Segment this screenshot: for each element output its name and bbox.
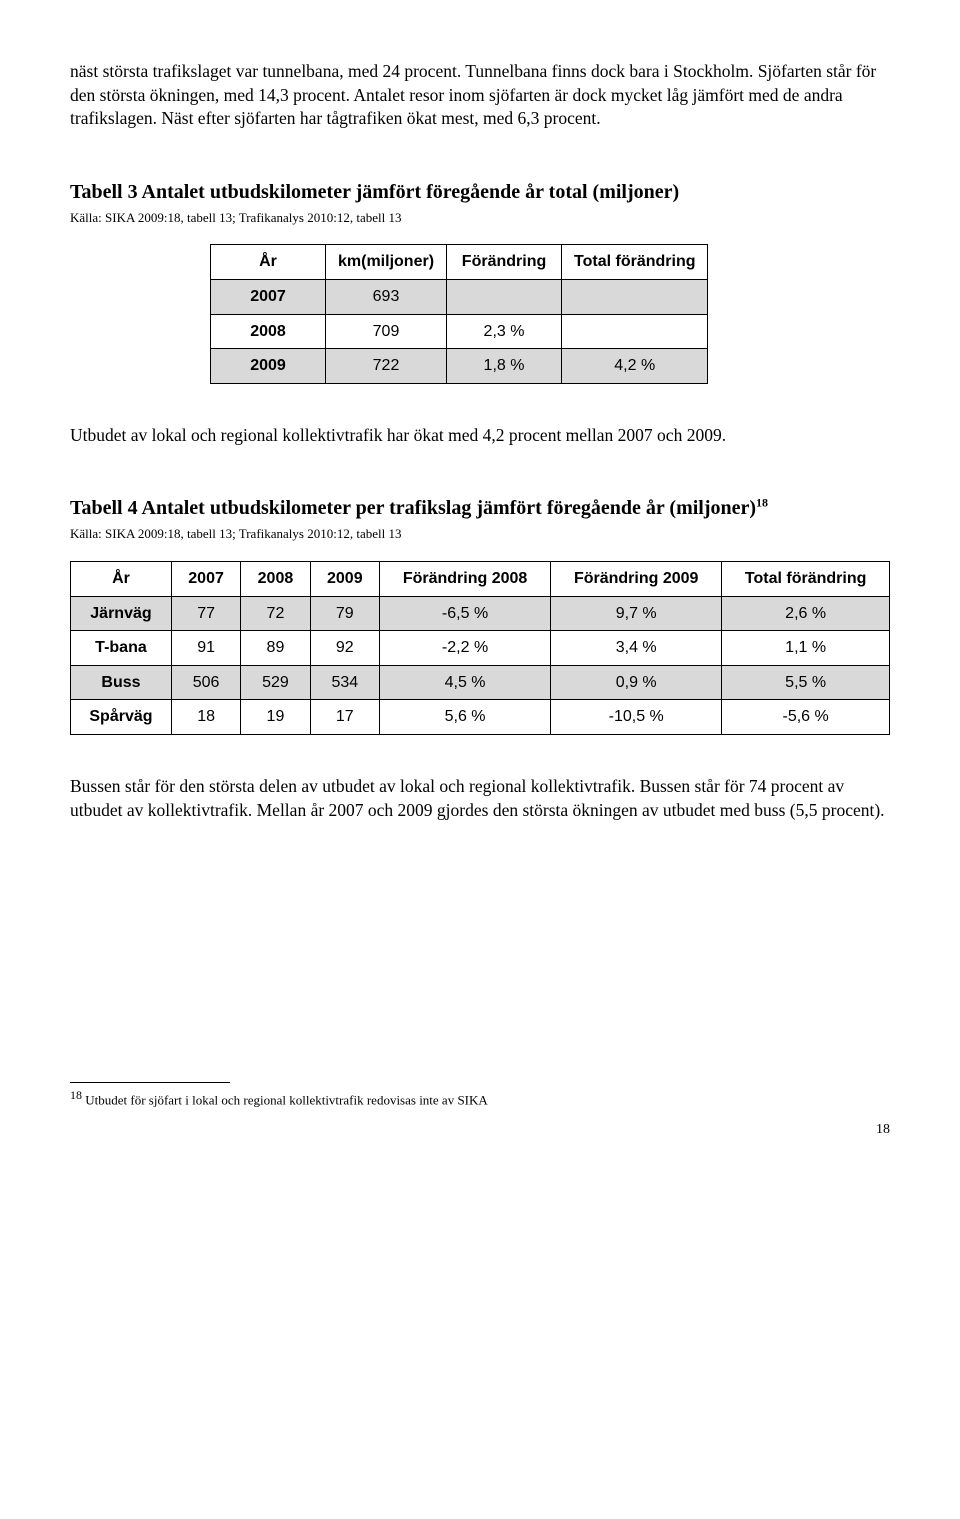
table-cell: 709 xyxy=(326,314,447,349)
table-row: T-bana918992-2,2 %3,4 %1,1 % xyxy=(71,631,890,666)
footnote-number: 18 xyxy=(70,1088,82,1102)
table-cell: 77 xyxy=(171,596,240,631)
table-cell xyxy=(562,314,708,349)
table3: År km(miljoner) Förändring Total förändr… xyxy=(210,244,708,383)
table-cell xyxy=(447,280,562,315)
footnote-separator xyxy=(70,1082,230,1083)
table-cell: 506 xyxy=(171,665,240,700)
table-cell: 79 xyxy=(310,596,379,631)
table-cell: -5,6 % xyxy=(722,700,890,735)
table-cell: 529 xyxy=(241,665,310,700)
table-cell: 72 xyxy=(241,596,310,631)
table-cell: 9,7 % xyxy=(551,596,722,631)
table-cell-label: Buss xyxy=(71,665,172,700)
table-cell: -10,5 % xyxy=(551,700,722,735)
table-cell: 4,5 % xyxy=(379,665,550,700)
table4-header: Förändring 2009 xyxy=(551,561,722,596)
table4-title-sup: 18 xyxy=(756,496,768,510)
table4-header: Förändring 2008 xyxy=(379,561,550,596)
table-row: Spårväg1819175,6 %-10,5 %-5,6 % xyxy=(71,700,890,735)
table3-header: km(miljoner) xyxy=(326,245,447,280)
table4-header: År xyxy=(71,561,172,596)
table-cell: 2,3 % xyxy=(447,314,562,349)
table3-source: Källa: SIKA 2009:18, tabell 13; Trafikan… xyxy=(70,209,890,227)
table3-title: Tabell 3 Antalet utbudskilometer jämfört… xyxy=(70,179,890,205)
table4-header: 2008 xyxy=(241,561,310,596)
table-cell: 2009 xyxy=(211,349,326,384)
table3-header: År xyxy=(211,245,326,280)
intro-paragraph: näst största trafikslaget var tunnelbana… xyxy=(70,60,890,131)
table3-header: Förändring xyxy=(447,245,562,280)
table-cell-label: Spårväg xyxy=(71,700,172,735)
table4-title: Tabell 4 Antalet utbudskilometer per tra… xyxy=(70,495,890,521)
table-cell: 91 xyxy=(171,631,240,666)
footnote-text: Utbudet för sjöfart i lokal och regional… xyxy=(82,1093,488,1108)
table-cell: 5,6 % xyxy=(379,700,550,735)
table-cell: -6,5 % xyxy=(379,596,550,631)
closing-paragraph: Bussen står för den största delen av utb… xyxy=(70,775,890,822)
table-cell-label: T-bana xyxy=(71,631,172,666)
table-row: 20097221,8 %4,2 % xyxy=(211,349,708,384)
table-cell: 1,8 % xyxy=(447,349,562,384)
table-cell: 89 xyxy=(241,631,310,666)
table-cell: 1,1 % xyxy=(722,631,890,666)
table-cell: 2008 xyxy=(211,314,326,349)
table4-header-row: År 2007 2008 2009 Förändring 2008 Föränd… xyxy=(71,561,890,596)
table3-header: Total förändring xyxy=(562,245,708,280)
table4-header: 2009 xyxy=(310,561,379,596)
table4-source: Källa: SIKA 2009:18, tabell 13; Trafikan… xyxy=(70,525,890,543)
table3-header-row: År km(miljoner) Förändring Total förändr… xyxy=(211,245,708,280)
table-row: Järnväg777279-6,5 %9,7 %2,6 % xyxy=(71,596,890,631)
table-cell: -2,2 % xyxy=(379,631,550,666)
table-row: Buss5065295344,5 %0,9 %5,5 % xyxy=(71,665,890,700)
table4-title-text: Tabell 4 Antalet utbudskilometer per tra… xyxy=(70,497,756,519)
table-cell: 693 xyxy=(326,280,447,315)
table-cell: 534 xyxy=(310,665,379,700)
table-cell: 722 xyxy=(326,349,447,384)
table-cell: 17 xyxy=(310,700,379,735)
table-cell: 19 xyxy=(241,700,310,735)
table-cell: 18 xyxy=(171,700,240,735)
footnote: 18 Utbudet för sjöfart i lokal och regio… xyxy=(70,1087,890,1109)
table4: År 2007 2008 2009 Förändring 2008 Föränd… xyxy=(70,561,890,735)
table4-header: Total förändring xyxy=(722,561,890,596)
table-cell: 5,5 % xyxy=(722,665,890,700)
mid-paragraph: Utbudet av lokal och regional kollektivt… xyxy=(70,424,890,448)
page-number: 18 xyxy=(70,1121,890,1140)
table-cell: 2007 xyxy=(211,280,326,315)
table-cell: 2,6 % xyxy=(722,596,890,631)
table-cell: 4,2 % xyxy=(562,349,708,384)
table-row: 2007693 xyxy=(211,280,708,315)
table4-header: 2007 xyxy=(171,561,240,596)
table-row: 20087092,3 % xyxy=(211,314,708,349)
table-cell: 3,4 % xyxy=(551,631,722,666)
table-cell: 0,9 % xyxy=(551,665,722,700)
table-cell xyxy=(562,280,708,315)
table-cell-label: Järnväg xyxy=(71,596,172,631)
table-cell: 92 xyxy=(310,631,379,666)
